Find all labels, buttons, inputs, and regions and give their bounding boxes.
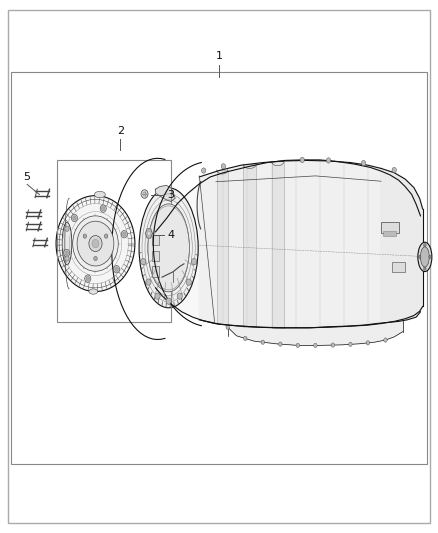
Circle shape bbox=[121, 230, 127, 238]
Circle shape bbox=[147, 231, 151, 236]
Circle shape bbox=[300, 157, 304, 163]
Circle shape bbox=[123, 232, 126, 236]
Bar bbox=[383, 231, 396, 236]
Circle shape bbox=[56, 196, 135, 292]
Circle shape bbox=[349, 342, 352, 346]
Bar bbox=[152, 235, 159, 245]
Circle shape bbox=[71, 214, 78, 222]
Circle shape bbox=[65, 256, 69, 261]
Circle shape bbox=[92, 239, 99, 248]
Ellipse shape bbox=[62, 222, 72, 265]
Bar bbox=[272, 161, 284, 328]
Circle shape bbox=[102, 206, 105, 211]
Circle shape bbox=[424, 267, 426, 270]
Circle shape bbox=[113, 265, 120, 273]
Circle shape bbox=[141, 190, 148, 198]
Circle shape bbox=[384, 338, 387, 342]
Polygon shape bbox=[199, 160, 381, 328]
Text: 3: 3 bbox=[167, 190, 174, 199]
Text: 2: 2 bbox=[117, 126, 124, 135]
Bar bbox=[392, 262, 405, 272]
Circle shape bbox=[166, 298, 171, 304]
Bar bbox=[152, 266, 159, 277]
Polygon shape bbox=[145, 229, 152, 238]
Circle shape bbox=[361, 160, 366, 166]
Bar bbox=[217, 169, 228, 325]
Circle shape bbox=[115, 267, 118, 271]
Ellipse shape bbox=[420, 247, 429, 267]
Ellipse shape bbox=[148, 204, 189, 292]
Circle shape bbox=[77, 221, 114, 266]
Circle shape bbox=[429, 255, 431, 259]
Circle shape bbox=[418, 255, 421, 259]
Circle shape bbox=[65, 251, 68, 255]
Circle shape bbox=[64, 249, 70, 257]
Circle shape bbox=[143, 192, 146, 196]
Ellipse shape bbox=[418, 242, 432, 272]
Circle shape bbox=[73, 216, 118, 271]
Circle shape bbox=[104, 234, 108, 238]
Circle shape bbox=[186, 279, 191, 285]
Circle shape bbox=[65, 226, 69, 231]
Bar bbox=[381, 222, 399, 233]
Circle shape bbox=[279, 342, 282, 346]
Circle shape bbox=[366, 341, 370, 345]
Circle shape bbox=[89, 236, 102, 252]
Circle shape bbox=[73, 216, 76, 220]
Text: 1: 1 bbox=[215, 51, 223, 61]
Polygon shape bbox=[381, 168, 423, 324]
Circle shape bbox=[392, 167, 396, 173]
Circle shape bbox=[226, 325, 230, 329]
Circle shape bbox=[141, 259, 146, 265]
Bar bbox=[243, 164, 256, 327]
Polygon shape bbox=[155, 160, 420, 328]
Text: 5: 5 bbox=[24, 172, 31, 182]
Circle shape bbox=[331, 343, 335, 347]
Circle shape bbox=[261, 340, 265, 344]
Circle shape bbox=[314, 343, 317, 348]
Polygon shape bbox=[155, 185, 175, 201]
Circle shape bbox=[296, 343, 300, 348]
Circle shape bbox=[100, 205, 106, 212]
Bar bbox=[57, 160, 171, 322]
Circle shape bbox=[221, 164, 226, 169]
Circle shape bbox=[177, 293, 182, 300]
Ellipse shape bbox=[139, 188, 198, 308]
Circle shape bbox=[155, 293, 160, 300]
Circle shape bbox=[191, 259, 197, 265]
Circle shape bbox=[85, 275, 91, 282]
Bar bbox=[11, 72, 427, 464]
Bar bbox=[152, 251, 159, 261]
Circle shape bbox=[86, 277, 89, 281]
Ellipse shape bbox=[95, 191, 105, 198]
Circle shape bbox=[244, 336, 247, 341]
Text: 4: 4 bbox=[167, 230, 174, 239]
Circle shape bbox=[326, 158, 331, 163]
Circle shape bbox=[201, 168, 206, 173]
Circle shape bbox=[94, 256, 97, 261]
Circle shape bbox=[424, 244, 426, 247]
Ellipse shape bbox=[89, 289, 98, 294]
Circle shape bbox=[146, 279, 151, 285]
Polygon shape bbox=[228, 321, 403, 345]
Circle shape bbox=[83, 234, 87, 238]
